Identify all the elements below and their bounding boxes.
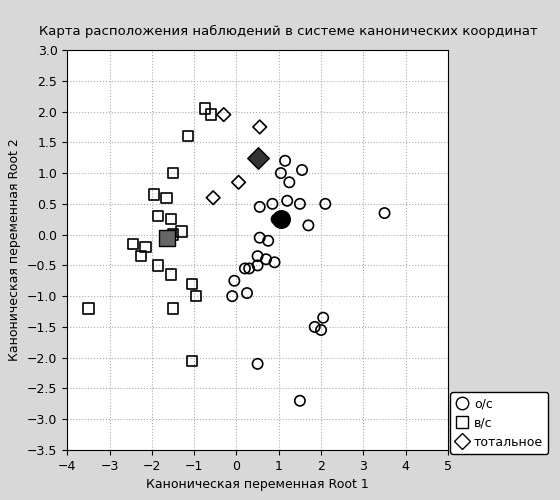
Point [310,323,319,331]
Point [192,292,200,300]
Text: Карта расположения наблюдений в системе канонических координат: Карта расположения наблюдений в системе … [39,24,538,38]
Point [255,234,264,241]
Point [128,240,137,248]
Point [270,258,279,266]
Point [285,178,294,186]
Point [321,200,330,208]
Point [296,200,305,208]
Point [169,304,178,312]
Point [153,212,162,220]
Point [177,228,186,235]
Point [153,262,162,270]
Point [200,104,209,112]
Point [255,203,264,211]
Point [137,252,146,260]
Point [234,178,243,186]
Point [253,360,262,368]
X-axis label: Каноническая переменная Root 1: Каноническая переменная Root 1 [146,478,369,492]
Point [188,357,197,365]
Point [253,262,262,270]
Point [245,264,254,272]
Legend: о/с, в/с, тотальное: о/с, в/с, тотальное [450,392,548,454]
Point [169,169,178,177]
Point [262,255,270,263]
Point [296,397,305,405]
Point [183,132,192,140]
Point [264,237,273,245]
Point [268,200,277,208]
Point [220,110,228,118]
Point [304,222,313,230]
Point [319,314,328,322]
Point [230,277,239,285]
Point [242,289,251,297]
Point [150,190,158,198]
Point [162,234,171,241]
Point [166,215,175,223]
Point [281,157,290,165]
Point [166,270,175,278]
Point [162,194,171,202]
Y-axis label: Каноническая переменная Root 2: Каноническая переменная Root 2 [8,138,21,362]
Point [380,209,389,217]
Point [255,123,264,131]
Point [240,264,249,272]
Point [188,280,197,288]
Point [253,154,262,162]
Point [207,110,216,118]
Point [277,215,286,223]
Point [141,243,150,251]
Point [84,304,93,312]
Point [297,166,306,174]
Point [277,169,286,177]
Point [228,292,237,300]
Point [169,230,178,238]
Point [253,252,262,260]
Point [209,194,218,202]
Point [272,215,281,223]
Point [316,326,325,334]
Point [283,197,292,205]
